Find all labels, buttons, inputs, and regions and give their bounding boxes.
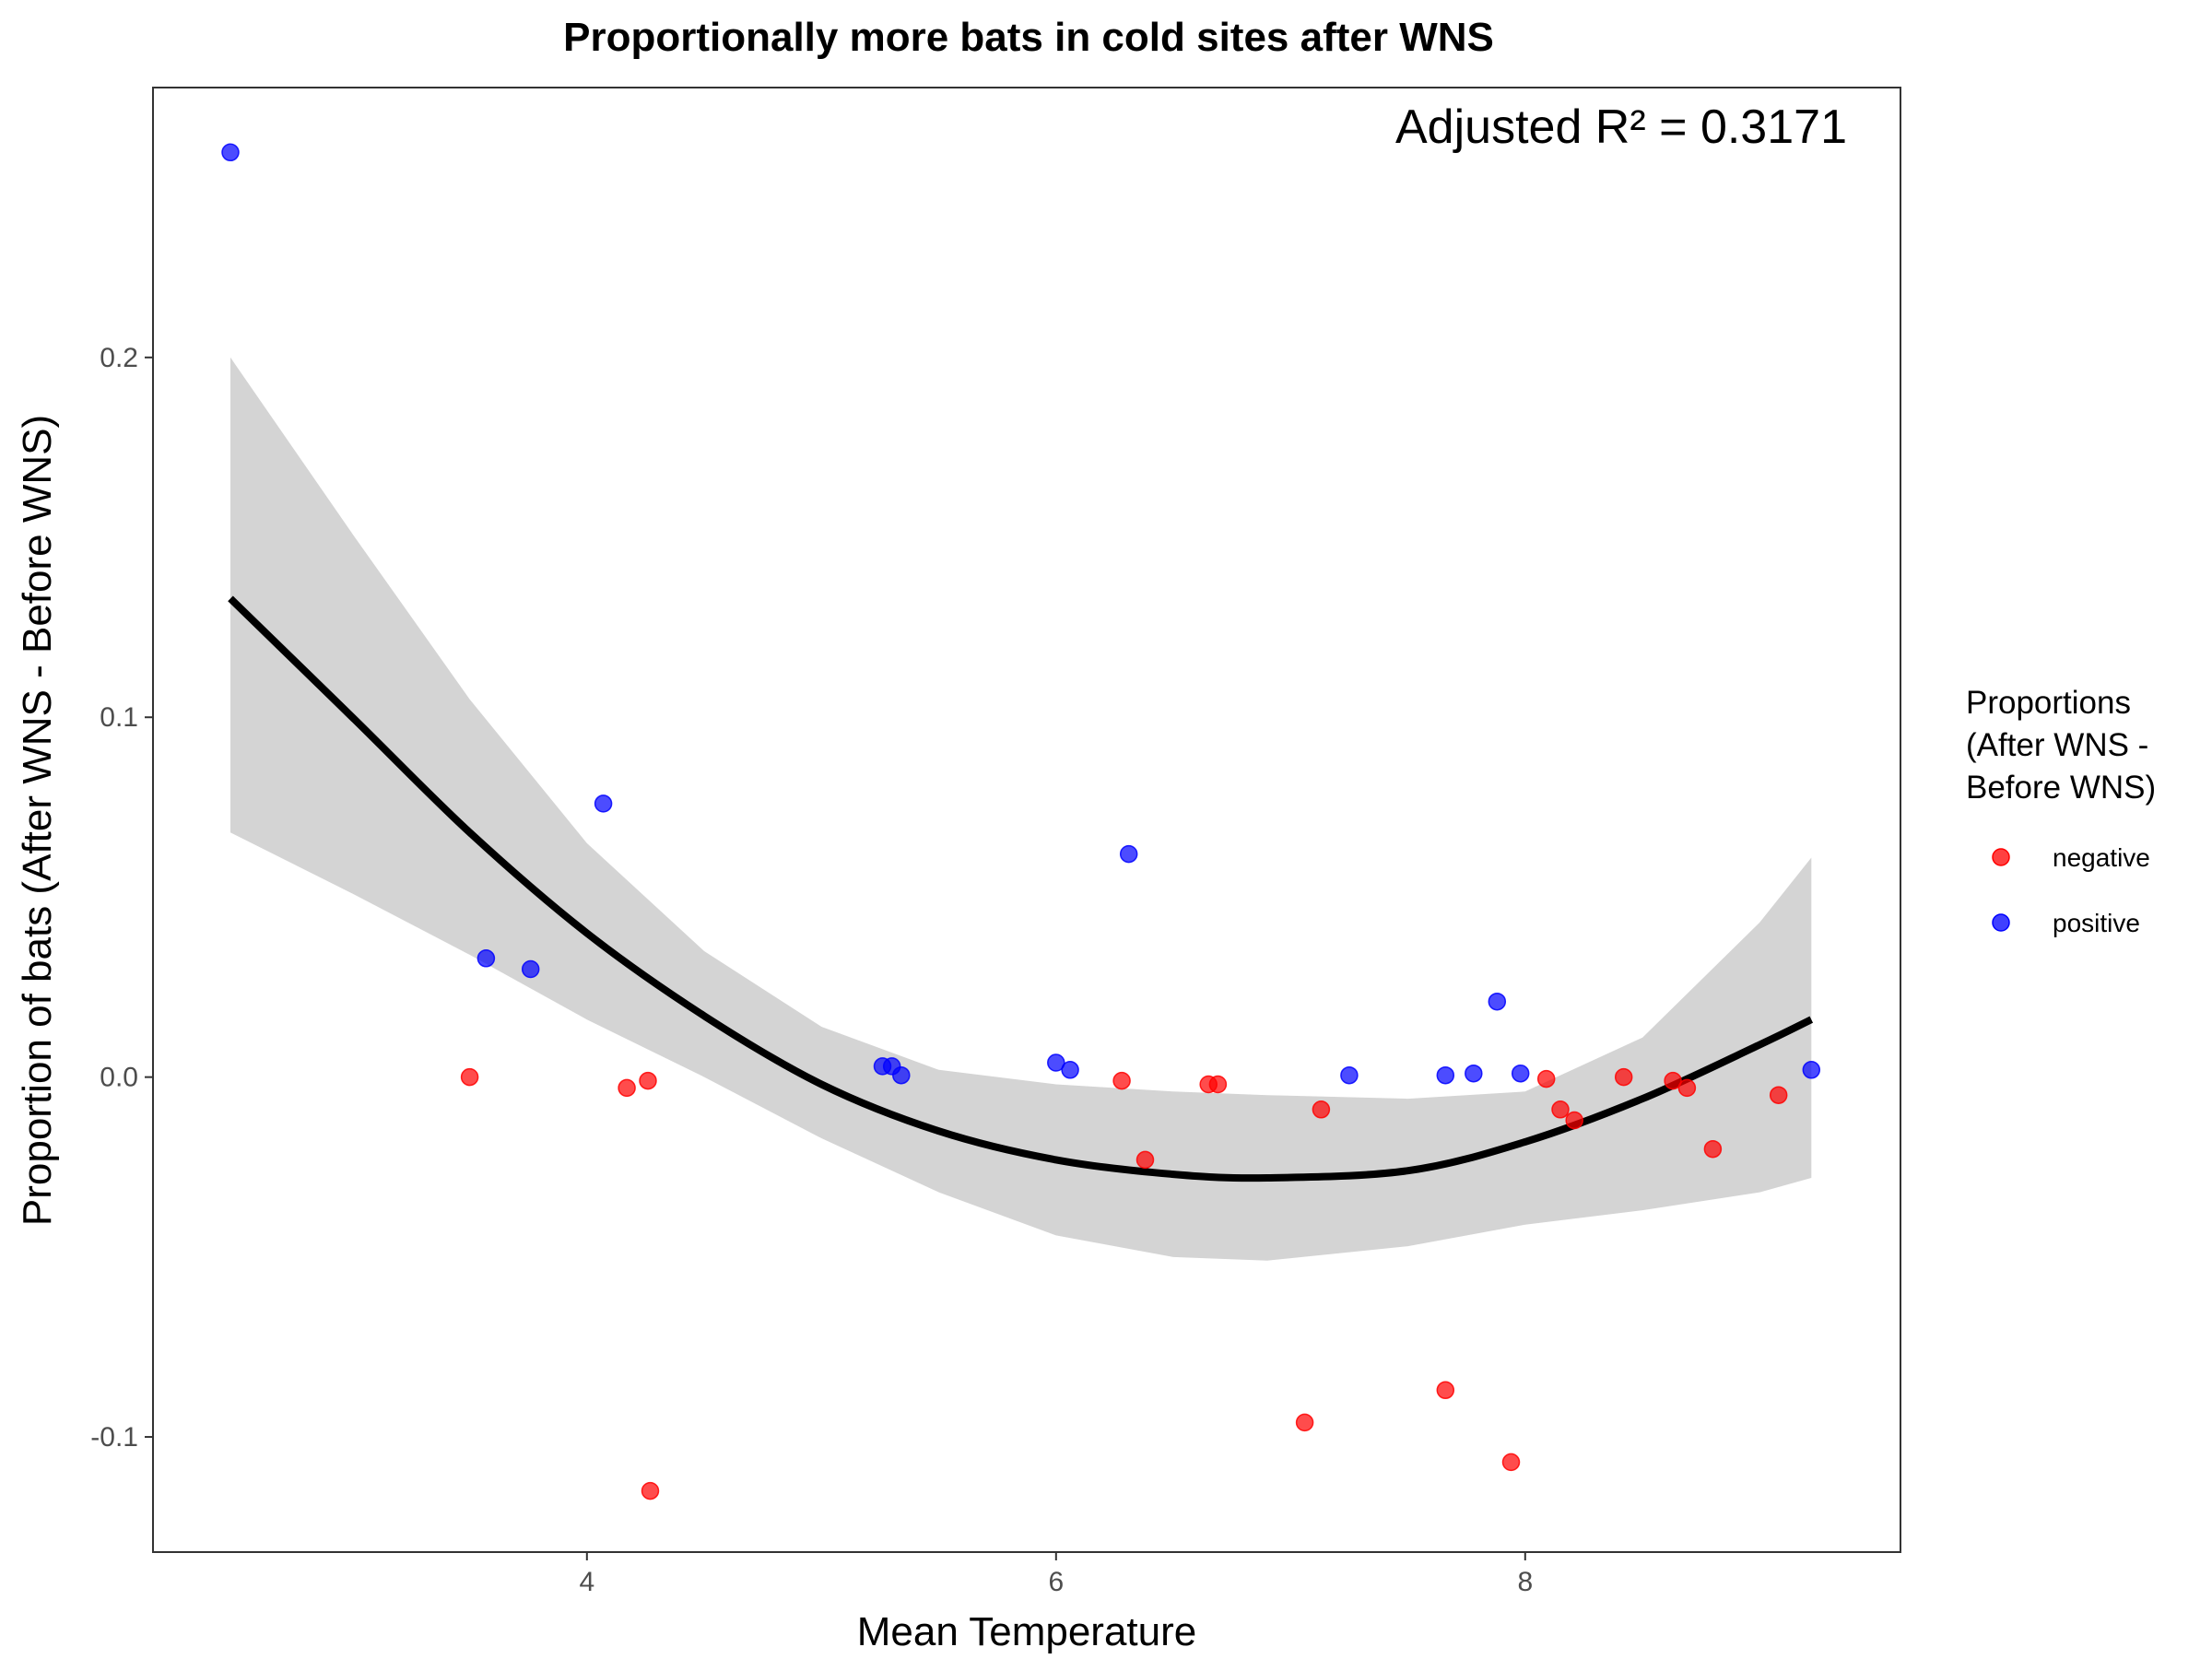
- data-point-positive: [1340, 1065, 1359, 1085]
- legend-label-positive: positive: [2053, 909, 2140, 937]
- y-tick-label: -0.1: [90, 1422, 138, 1453]
- fit-line: [228, 595, 1814, 1182]
- y-axis-title: Proportion of bats (After WNS - Before W…: [15, 415, 60, 1226]
- legend-title-line-3: Before WNS): [1966, 770, 2156, 806]
- data-point-positive: [477, 949, 496, 968]
- data-point-positive: [521, 959, 540, 979]
- data-point-positive: [1465, 1064, 1483, 1083]
- data-point-negative: [641, 1481, 660, 1500]
- adjusted-r2-annotation: Adjusted R² = 0.3171: [1395, 100, 1847, 154]
- legend-label-negative: negative: [2053, 843, 2150, 872]
- data-point-negative: [618, 1078, 636, 1098]
- plot-panel-border: [152, 87, 1901, 1553]
- x-tick-label: 8: [1517, 1567, 1533, 1597]
- x-tick-label: 6: [1048, 1567, 1064, 1597]
- data-point-negative: [1501, 1453, 1521, 1472]
- data-point-negative: [1551, 1100, 1570, 1119]
- data-point-positive: [1436, 1065, 1455, 1085]
- confidence-band-layer: [230, 357, 1812, 1261]
- data-point-negative: [1536, 1069, 1556, 1088]
- data-point-negative: [1135, 1150, 1155, 1170]
- data-point-positive: [1119, 844, 1138, 864]
- data-point-positive: [1061, 1061, 1079, 1079]
- data-point-positive: [1802, 1061, 1821, 1079]
- data-point-negative: [1312, 1100, 1331, 1119]
- data-point-positive: [594, 794, 613, 813]
- legend-title-line-2: (After WNS -: [1966, 727, 2148, 763]
- data-point-negative: [1677, 1078, 1697, 1098]
- data-point-negative: [460, 1067, 479, 1087]
- x-tick-label: 4: [579, 1567, 594, 1597]
- data-point-positive: [221, 143, 240, 162]
- legend: Proportions (After WNS - Before WNS) neg…: [1966, 685, 2156, 937]
- legend-key-positive: [1992, 913, 2010, 932]
- data-point-positive: [1511, 1064, 1530, 1083]
- x-axis-title: Mean Temperature: [857, 1609, 1197, 1654]
- x-axis: 4 6 8: [579, 1552, 1533, 1597]
- data-point-negative: [1703, 1139, 1723, 1159]
- fit-line-layer: [228, 595, 1814, 1182]
- y-axis: -0.1 0.0 0.1 0.2: [90, 343, 153, 1453]
- y-tick-label: 0.2: [100, 343, 138, 373]
- data-point-positive: [1488, 992, 1507, 1011]
- chart-title: Proportionally more bats in cold sites a…: [563, 15, 1494, 60]
- y-tick-label: 0.1: [100, 702, 138, 733]
- data-point-negative: [1565, 1111, 1583, 1130]
- data-point-positive: [1047, 1053, 1065, 1072]
- legend-key-negative: [1992, 848, 2010, 866]
- data-point-negative: [1112, 1071, 1131, 1090]
- confidence-band: [230, 357, 1812, 1261]
- data-point-negative: [1295, 1413, 1314, 1432]
- data-point-negative: [639, 1071, 657, 1090]
- data-point-negative: [1614, 1067, 1633, 1087]
- data-point-negative: [1769, 1086, 1788, 1104]
- legend-title-line-1: Proportions: [1966, 685, 2131, 721]
- data-point-negative: [1208, 1075, 1228, 1094]
- data-point-negative: [1436, 1381, 1455, 1400]
- y-tick-label: 0.0: [100, 1063, 138, 1093]
- data-point-positive: [892, 1065, 911, 1085]
- data-point-negative: [1664, 1071, 1682, 1090]
- points-layer: [221, 143, 1821, 1500]
